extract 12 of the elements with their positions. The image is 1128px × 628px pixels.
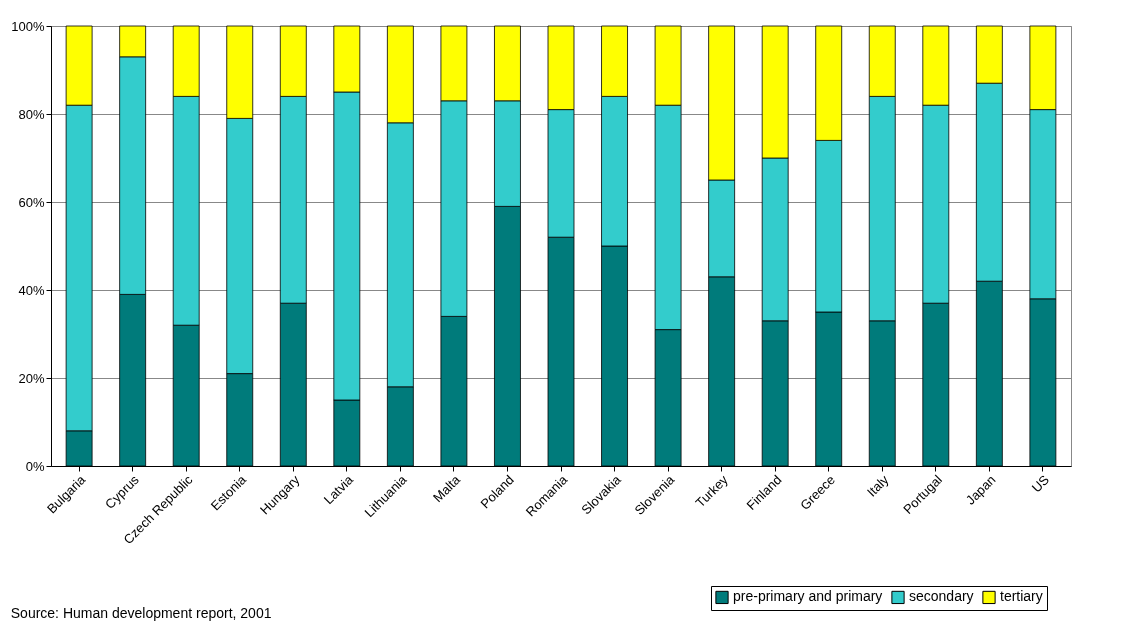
legend-label: secondary — [909, 588, 974, 605]
x-tick-label: Italy — [863, 471, 892, 500]
y-tick-label: 80% — [18, 106, 45, 122]
source-note: Source: Human development report, 2001 — [10, 604, 272, 621]
y-tick-label: 60% — [18, 194, 45, 210]
y-tick-label: 100% — [11, 18, 45, 34]
x-tick-label: US — [1028, 471, 1053, 496]
y-tick-label: 20% — [18, 370, 45, 386]
y-tick-label: 40% — [18, 282, 45, 298]
legend-label: tertiary — [1000, 588, 1043, 605]
legend-label: pre-primary and primary — [733, 588, 883, 605]
y-tick-label: 0% — [25, 458, 45, 474]
